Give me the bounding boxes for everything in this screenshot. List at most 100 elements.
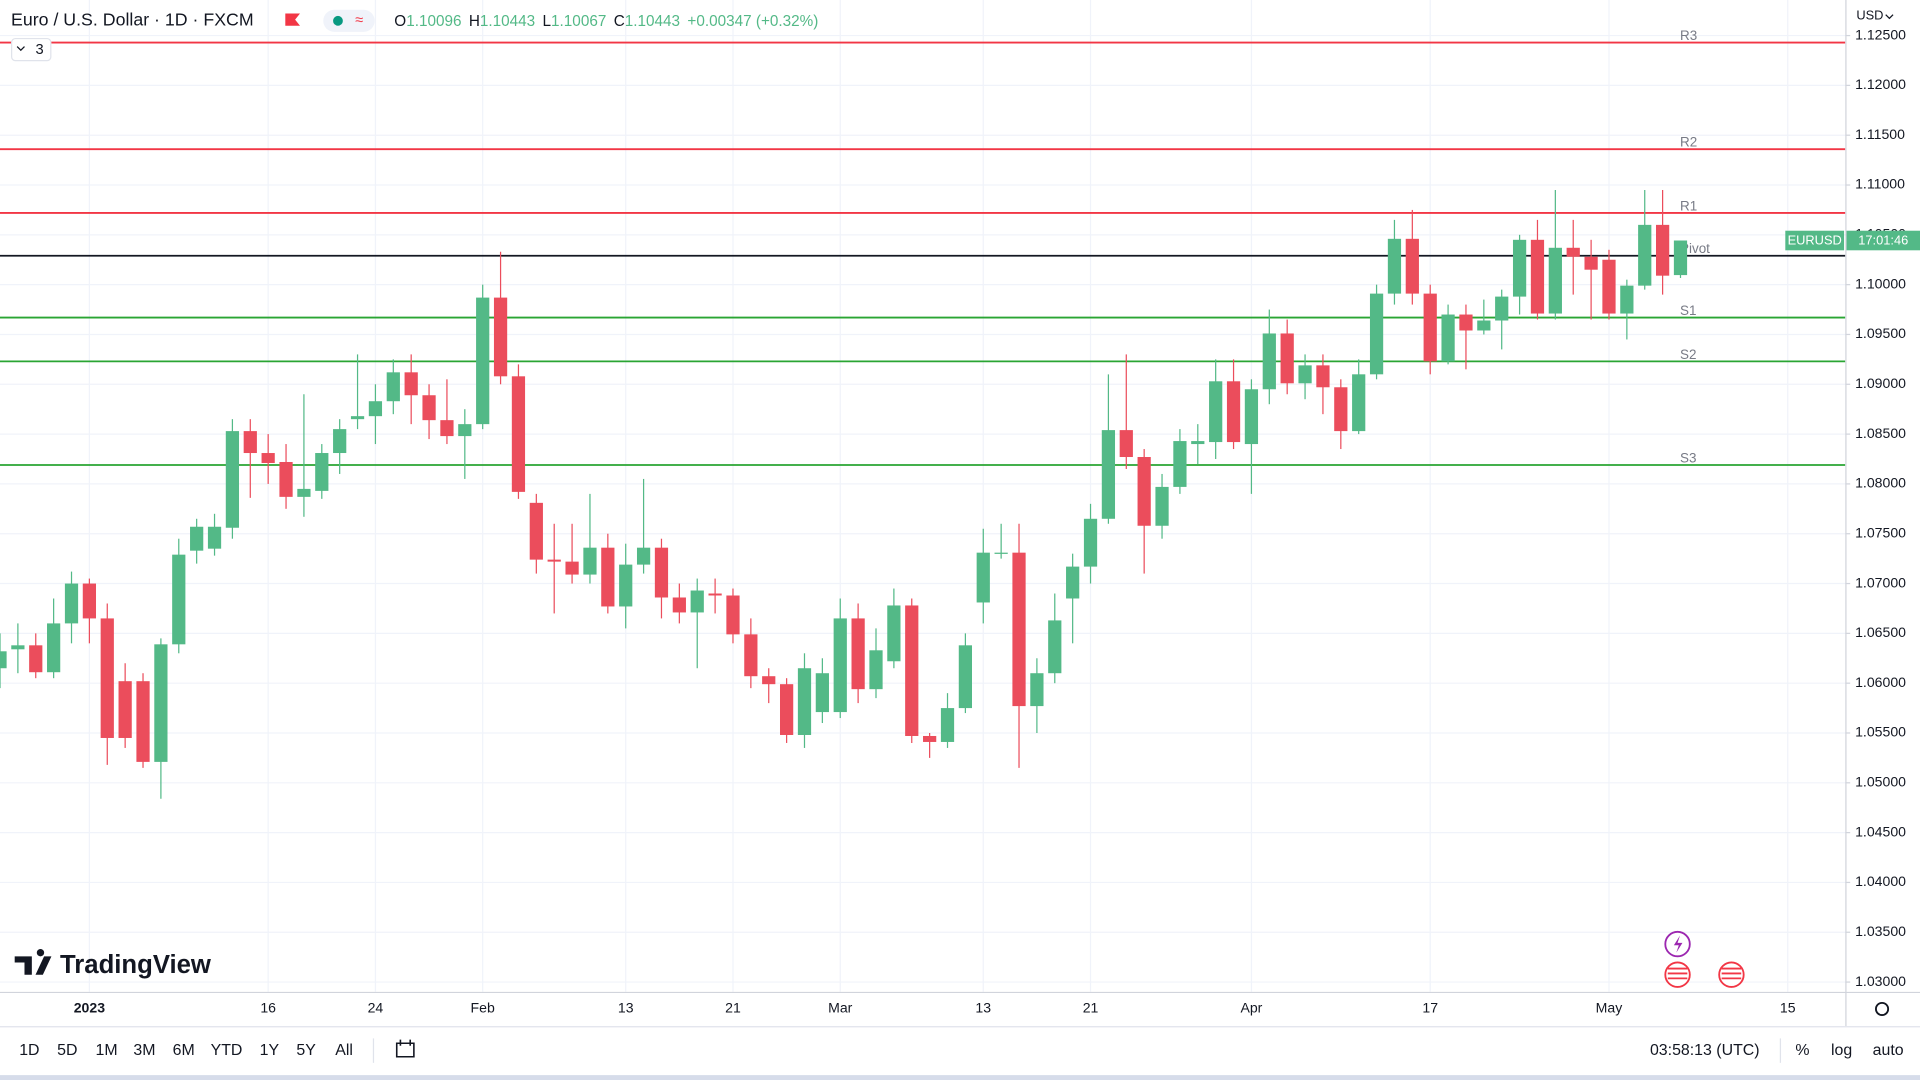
candle-body bbox=[1262, 333, 1276, 390]
candle-body bbox=[529, 502, 543, 560]
candle-body bbox=[333, 429, 347, 454]
scale-option[interactable]: % bbox=[1795, 1042, 1809, 1059]
level-label: S1 bbox=[1680, 303, 1696, 318]
candle-body bbox=[797, 668, 812, 735]
logo-text: TradingView bbox=[60, 951, 212, 979]
candle-body bbox=[511, 376, 526, 492]
y-tick-label: 1.05500 bbox=[1855, 724, 1906, 740]
logo: TradingView bbox=[14, 948, 212, 979]
y-tick-label: 1.05000 bbox=[1855, 774, 1906, 790]
header: Euro / U.S. Dollar · 1D · FXCM ≈ O1.1009… bbox=[11, 9, 818, 62]
x-tick-label: 16 bbox=[260, 1000, 276, 1016]
candle-body bbox=[315, 453, 329, 491]
candle-body bbox=[1048, 620, 1062, 674]
candle-body bbox=[940, 708, 955, 742]
status-pill[interactable] bbox=[323, 9, 375, 32]
x-tick-label: 13 bbox=[618, 1000, 634, 1016]
candle-body bbox=[833, 618, 847, 713]
candle-body bbox=[458, 424, 472, 437]
candle-body bbox=[1173, 441, 1187, 487]
x-tick-label: 13 bbox=[975, 1000, 991, 1016]
candle-body bbox=[994, 552, 1008, 554]
candle-body bbox=[1566, 247, 1580, 257]
candle-body bbox=[1066, 566, 1080, 599]
candle-body bbox=[154, 644, 168, 762]
candle-body bbox=[1030, 673, 1044, 707]
candle-body bbox=[636, 547, 651, 565]
y-tick-label: 1.09500 bbox=[1855, 325, 1906, 341]
x-tick-label: Mar bbox=[828, 1000, 853, 1016]
candle-body bbox=[64, 583, 79, 624]
ohlc-label: H bbox=[469, 13, 480, 30]
clock[interactable]: 03:58:13 (UTC) bbox=[1650, 1042, 1760, 1059]
candle-body bbox=[11, 645, 25, 650]
candle-body bbox=[1441, 314, 1455, 362]
candles bbox=[0, 189, 1688, 799]
candle-body bbox=[1584, 256, 1598, 270]
range-button[interactable]: 5Y bbox=[296, 1042, 316, 1059]
x-tick-label: 24 bbox=[368, 1000, 384, 1016]
y-tick-label: 1.10000 bbox=[1855, 275, 1906, 291]
bottom-strip bbox=[0, 1075, 1920, 1080]
scale-option[interactable]: auto bbox=[1873, 1042, 1904, 1059]
scale-option[interactable]: log bbox=[1831, 1042, 1852, 1059]
grid bbox=[0, 0, 1846, 992]
y-tick-label: 1.07500 bbox=[1855, 524, 1906, 540]
range-button[interactable]: All bbox=[335, 1042, 353, 1059]
settings-icon[interactable] bbox=[1875, 1001, 1890, 1017]
level-label: S2 bbox=[1680, 347, 1696, 362]
candle-body bbox=[493, 297, 508, 377]
candle-body bbox=[261, 453, 275, 463]
level-label: R3 bbox=[1680, 28, 1697, 43]
range-button[interactable]: 6M bbox=[173, 1042, 195, 1059]
candle-body bbox=[1191, 441, 1205, 445]
level-label: S3 bbox=[1680, 450, 1696, 465]
range-button[interactable]: 1M bbox=[95, 1042, 117, 1059]
indicator-toggle[interactable] bbox=[11, 37, 52, 62]
status-icon: ≈ bbox=[355, 13, 363, 29]
event-icon[interactable] bbox=[1718, 961, 1745, 988]
y-tick-label: 1.11000 bbox=[1855, 176, 1905, 192]
symbol-title[interactable]: Euro / U.S. Dollar · 1D · FXCM bbox=[11, 10, 254, 30]
price-tag-bg bbox=[1846, 230, 1920, 251]
candle-body bbox=[0, 651, 7, 669]
candle-body bbox=[958, 645, 973, 709]
y-tick-label: 1.08000 bbox=[1855, 475, 1906, 491]
candle-body bbox=[887, 605, 901, 662]
x-tick-label: Feb bbox=[471, 1000, 495, 1016]
event-icon[interactable] bbox=[1664, 961, 1691, 988]
price-tag-countdown: 17:01:46 bbox=[1858, 233, 1908, 248]
range-button[interactable]: 1Y bbox=[260, 1042, 280, 1059]
y-tick-label: 1.07000 bbox=[1855, 574, 1906, 590]
x-tick-label: 15 bbox=[1780, 1000, 1796, 1016]
candle-body bbox=[404, 372, 418, 396]
candle-body bbox=[1137, 457, 1151, 526]
candle-body bbox=[422, 395, 436, 421]
candle-body bbox=[1673, 240, 1688, 276]
candle-body bbox=[815, 673, 829, 713]
price-tag-symbol-bg bbox=[1785, 230, 1845, 251]
candle-body bbox=[47, 623, 61, 673]
candle-body bbox=[654, 547, 669, 598]
candle-body bbox=[690, 590, 704, 613]
candle-body bbox=[1530, 239, 1545, 314]
range-button[interactable]: YTD bbox=[211, 1042, 243, 1059]
y-tick-label: 1.03500 bbox=[1855, 923, 1906, 939]
x-tick-label: 2023 bbox=[74, 1000, 105, 1016]
event-flag bbox=[1721, 967, 1742, 980]
y-tick-label: 1.08500 bbox=[1855, 425, 1906, 441]
flag-icon[interactable] bbox=[285, 13, 300, 26]
range-button[interactable]: 1D bbox=[19, 1042, 39, 1059]
y-tick-label: 1.12000 bbox=[1855, 76, 1906, 92]
candle-body bbox=[672, 597, 686, 613]
range-button[interactable]: 3M bbox=[133, 1042, 155, 1059]
candle-body bbox=[726, 595, 740, 635]
price-axis-unit[interactable]: USD bbox=[1856, 7, 1883, 22]
range-button[interactable]: 5D bbox=[57, 1042, 77, 1059]
y-tick-label: 1.09000 bbox=[1855, 375, 1906, 391]
candle-body bbox=[1655, 224, 1670, 276]
date-range-icon[interactable] bbox=[395, 1039, 415, 1058]
candle-body bbox=[172, 554, 186, 645]
candle-body bbox=[297, 488, 311, 497]
